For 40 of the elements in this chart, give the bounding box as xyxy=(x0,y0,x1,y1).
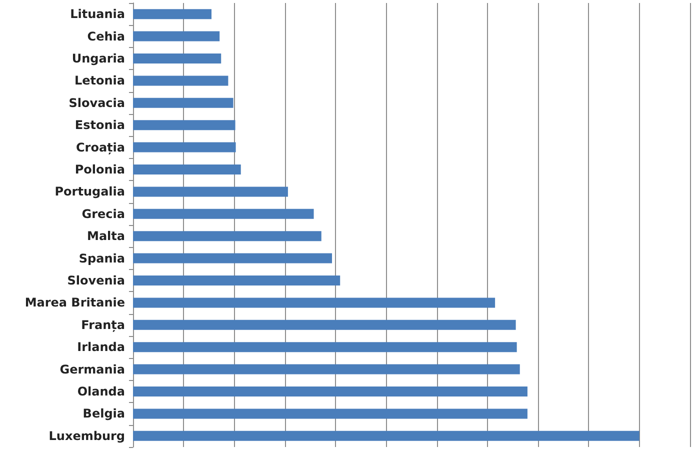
y-tick-label: Luxemburg xyxy=(48,428,125,443)
y-tick-label: Portugalia xyxy=(54,184,125,199)
y-tick-label: Franța xyxy=(81,318,125,332)
y-tick-label: Ungaria xyxy=(72,52,125,66)
bar xyxy=(133,9,212,20)
y-tick-label: Slovacia xyxy=(68,96,125,110)
bar xyxy=(133,54,222,64)
bar xyxy=(133,98,234,108)
y-tick-label: Malta xyxy=(87,229,125,244)
y-tick-label: Germania xyxy=(60,362,125,376)
bar xyxy=(133,364,520,374)
bar xyxy=(133,142,236,152)
bar xyxy=(133,208,314,219)
bar xyxy=(133,430,640,441)
bar xyxy=(133,408,528,419)
bar xyxy=(133,76,228,86)
y-tick-label: Estonia xyxy=(74,118,125,132)
y-tick-label: Slovenia xyxy=(67,274,125,288)
y-tick-label: Lituania xyxy=(70,7,125,22)
y-tick-label: Letonia xyxy=(74,74,125,88)
bar xyxy=(133,231,322,242)
bar xyxy=(133,186,288,197)
bar xyxy=(133,120,236,130)
bar xyxy=(133,298,496,308)
bar xyxy=(133,386,528,396)
y-tick-label: Polonia xyxy=(74,162,125,176)
y-tick-label: Grecia xyxy=(82,206,125,221)
bar xyxy=(133,342,517,352)
y-tick-label: Marea Britanie xyxy=(24,296,125,310)
y-tick-label: Spania xyxy=(78,251,125,266)
bar xyxy=(133,31,220,42)
y-tick-label: Croația xyxy=(76,140,125,154)
bar xyxy=(133,276,340,286)
y-tick-label: Belgia xyxy=(82,406,125,421)
bar xyxy=(133,164,241,174)
bar xyxy=(133,320,516,330)
y-tick-label: Olanda xyxy=(77,384,125,398)
y-tick-label: Cehia xyxy=(87,29,125,44)
y-tick-label: Irlanda xyxy=(77,340,125,354)
bar xyxy=(133,253,332,264)
